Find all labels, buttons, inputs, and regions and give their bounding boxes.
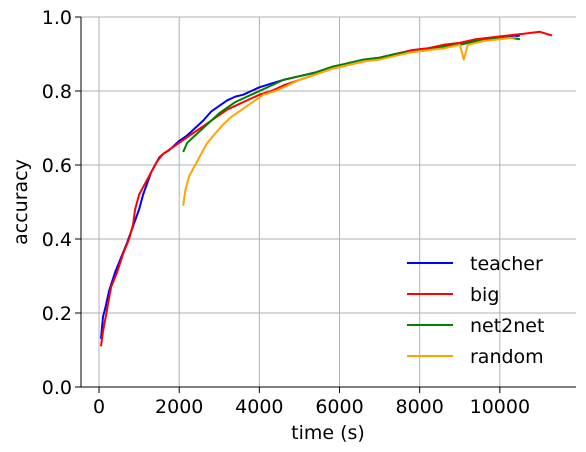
series-line-teacher bbox=[100, 34, 521, 339]
legend: teacher big net2net random bbox=[407, 253, 544, 368]
x-axis-label: time (s) bbox=[291, 422, 365, 444]
series-line-big bbox=[100, 30, 553, 347]
x-tick-label: 4000 bbox=[235, 396, 283, 418]
tick-labels: 0 2000 4000 6000 8000 10000 0.0 0.2 0.4 0.6 0.8 1.0 bbox=[42, 7, 530, 418]
y-tick-label: 1.0 bbox=[42, 7, 72, 29]
series-line-net2net bbox=[182, 36, 521, 153]
x-tick-label: 8000 bbox=[396, 396, 444, 418]
legend-label-random: random bbox=[470, 346, 544, 368]
y-tick-label: 0.4 bbox=[42, 229, 72, 251]
series-line-random bbox=[182, 36, 517, 206]
x-tick-label: 2000 bbox=[155, 396, 203, 418]
y-tick-label: 0.2 bbox=[42, 303, 72, 325]
y-tick-label: 0.6 bbox=[42, 155, 72, 177]
series-lines bbox=[100, 30, 553, 347]
y-tick-label: 0.0 bbox=[42, 377, 72, 399]
x-tick-label: 10000 bbox=[470, 396, 530, 418]
x-tick-label: 6000 bbox=[315, 396, 363, 418]
y-tick-label: 0.8 bbox=[42, 81, 72, 103]
legend-label-teacher: teacher bbox=[470, 253, 543, 275]
axes-frame bbox=[80, 17, 576, 388]
x-tick-label: 0 bbox=[93, 396, 105, 418]
legend-label-big: big bbox=[470, 284, 499, 306]
legend-label-net2net: net2net bbox=[470, 315, 544, 337]
y-axis-label: accuracy bbox=[10, 159, 32, 245]
